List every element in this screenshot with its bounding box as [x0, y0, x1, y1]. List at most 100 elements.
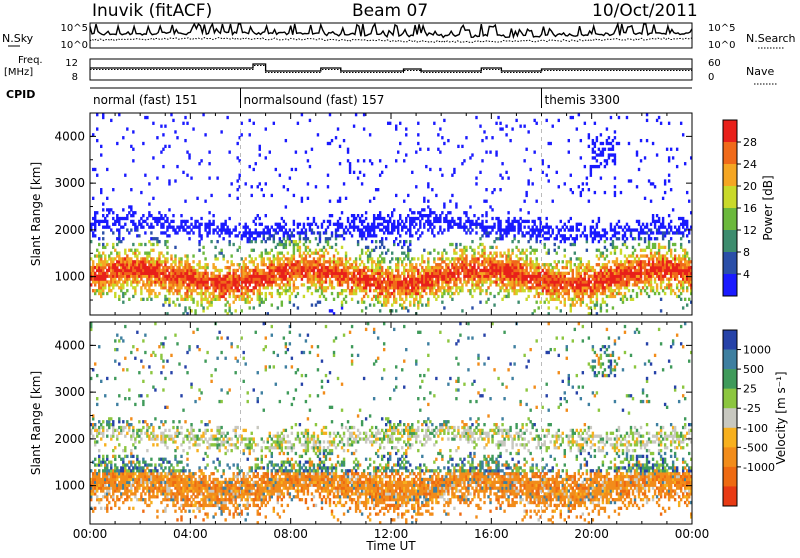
- heatmap-cell: [521, 286, 523, 289]
- heatmap-cell: [481, 289, 483, 292]
- heatmap-cell: [381, 275, 383, 278]
- heatmap-cell: [431, 223, 433, 226]
- heatmap-cell: [558, 269, 560, 272]
- heatmap-cell: [303, 283, 305, 286]
- heatmap-cell: [570, 306, 572, 309]
- heatmap-cell: [620, 252, 622, 255]
- heatmap-cell: [413, 301, 415, 304]
- heatmap-cell: [670, 283, 672, 286]
- heatmap-cell: [337, 266, 339, 269]
- heatmap-cell: [525, 148, 527, 151]
- heatmap-cell: [192, 127, 194, 130]
- heatmap-cell: [594, 145, 596, 148]
- heatmap-cell: [471, 153, 473, 156]
- heatmap-cell: [190, 292, 192, 295]
- heatmap-cell: [614, 185, 616, 188]
- heatmap-cell: [658, 228, 660, 231]
- heatmap-cell: [353, 171, 355, 174]
- heatmap-cell: [405, 298, 407, 301]
- heatmap-cell: [373, 223, 375, 226]
- heatmap-cell: [166, 252, 168, 255]
- freq-label-2: [MHz]: [4, 67, 33, 78]
- heatmap-cell: [535, 249, 537, 252]
- heatmap-cell: [568, 272, 570, 275]
- heatmap-cell: [118, 298, 120, 301]
- heatmap-cell: [267, 226, 269, 229]
- heatmap-cell: [118, 234, 120, 237]
- heatmap-cell: [602, 298, 604, 301]
- heatmap-cell: [497, 217, 499, 220]
- heatmap-cell: [341, 292, 343, 295]
- heatmap-cell: [628, 280, 630, 283]
- heatmap-cell: [255, 217, 257, 220]
- heatmap-cell: [409, 208, 411, 211]
- heatmap-cell: [407, 254, 409, 257]
- heatmap-cell: [212, 214, 214, 217]
- heatmap-cell: [658, 243, 660, 246]
- heatmap-cell: [251, 194, 253, 197]
- heatmap-cell: [439, 151, 441, 154]
- heatmap-cell: [130, 208, 132, 211]
- heatmap-cell: [253, 220, 255, 223]
- heatmap-cell: [168, 303, 170, 306]
- heatmap-cell: [556, 263, 558, 266]
- heatmap-cell: [353, 228, 355, 231]
- heatmap-cell: [483, 254, 485, 257]
- heatmap-cell: [116, 243, 118, 246]
- heatmap-cell: [224, 303, 226, 306]
- heatmap-cell: [507, 289, 509, 292]
- heatmap-cell: [507, 176, 509, 179]
- heatmap-cell: [160, 151, 162, 154]
- heatmap-cell: [654, 280, 656, 283]
- heatmap-cell: [403, 275, 405, 278]
- heatmap-cell: [140, 292, 142, 295]
- heatmap-cell: [301, 277, 303, 280]
- heatmap-cell: [650, 237, 652, 240]
- heatmap-cell: [429, 252, 431, 255]
- heatmap-cell: [491, 228, 493, 231]
- heatmap-cell: [212, 263, 214, 266]
- heatmap-cell: [363, 127, 365, 130]
- heatmap-cell: [610, 223, 612, 226]
- heatmap-cell: [501, 280, 503, 283]
- heatmap-cell: [236, 188, 238, 191]
- heatmap-cell: [216, 176, 218, 179]
- heatmap-cell: [158, 240, 160, 243]
- heatmap-cell: [371, 266, 373, 269]
- heatmap-cell: [560, 292, 562, 295]
- heatmap-cell: [548, 237, 550, 240]
- heatmap-cell: [616, 246, 618, 249]
- heatmap-cell: [672, 156, 674, 159]
- heatmap-cell: [433, 295, 435, 298]
- heatmap-cell: [453, 292, 455, 295]
- heatmap-cell: [391, 303, 393, 306]
- heatmap-cell: [556, 266, 558, 269]
- heatmap-cell: [558, 231, 560, 234]
- heatmap-cell: [198, 249, 200, 252]
- heatmap-cell: [439, 127, 441, 130]
- heatmap-cell: [289, 237, 291, 240]
- heatmap-cell: [427, 298, 429, 301]
- heatmap-cell: [459, 243, 461, 246]
- heatmap-cell: [110, 119, 112, 122]
- heatmap-cell: [253, 260, 255, 263]
- heatmap-cell: [279, 174, 281, 177]
- heatmap-cell: [417, 237, 419, 240]
- heatmap-cell: [431, 277, 433, 280]
- heatmap-cell: [620, 191, 622, 194]
- heatmap-cell: [668, 122, 670, 125]
- heatmap-cell: [505, 171, 507, 174]
- heatmap-cell: [106, 223, 108, 226]
- heatmap-cell: [475, 226, 477, 229]
- heatmap-cell: [401, 260, 403, 263]
- heatmap-cell: [120, 240, 122, 243]
- heatmap-cell: [198, 226, 200, 229]
- heatmap-cell: [417, 217, 419, 220]
- heatmap-cell: [285, 246, 287, 249]
- heatmap-cell: [548, 252, 550, 255]
- heatmap-cell: [626, 286, 628, 289]
- heatmap-cell: [600, 162, 602, 165]
- heatmap-cell: [588, 277, 590, 280]
- heatmap-cell: [443, 228, 445, 231]
